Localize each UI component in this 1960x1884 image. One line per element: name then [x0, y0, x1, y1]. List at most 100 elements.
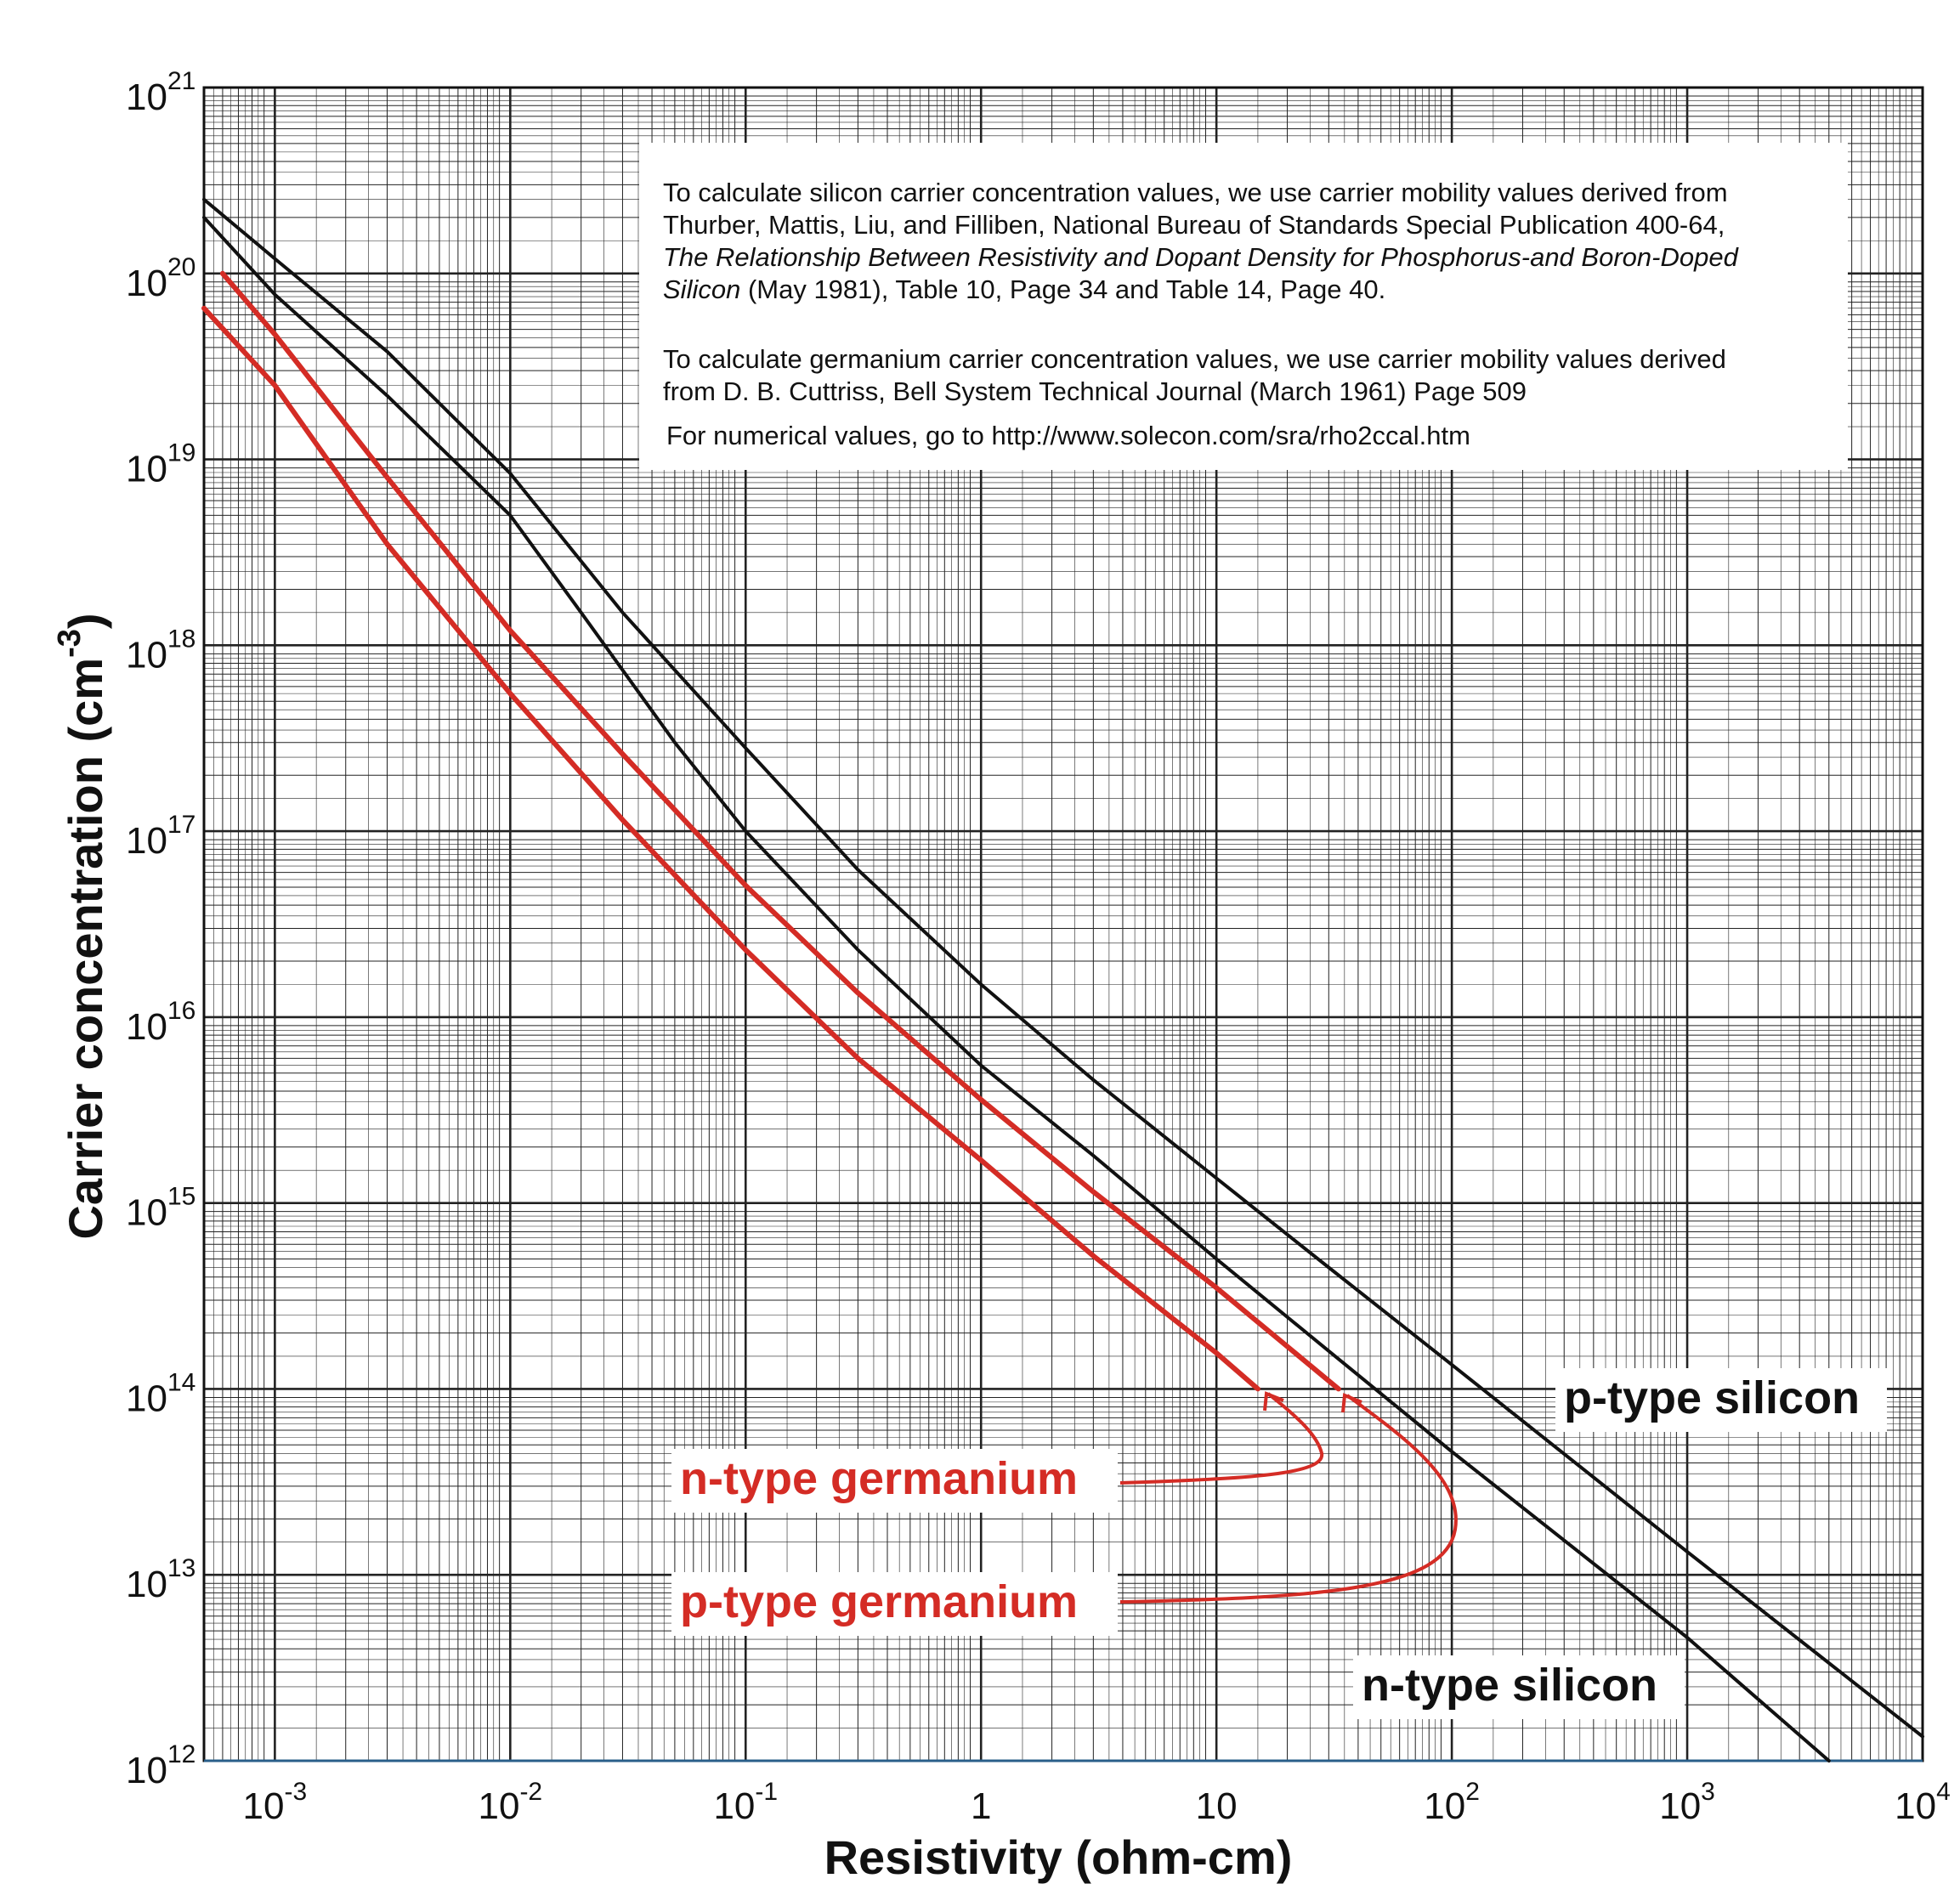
- y-tick-base: 10: [126, 263, 167, 304]
- label-n-type-silicon-text: n-type silicon: [1362, 1660, 1657, 1711]
- y-tick-base: 10: [126, 449, 167, 490]
- y-tick-exponent: 15: [167, 1183, 195, 1211]
- y-tick-base: 10: [126, 1378, 167, 1419]
- y-tick-base: 10: [126, 1564, 167, 1605]
- y-tick-base: 10: [126, 1006, 167, 1048]
- n-germanium-leader: [1119, 1392, 1324, 1485]
- x-tick-label: 10-2: [478, 1778, 542, 1827]
- note-line: The Relationship Between Resistivity and…: [663, 242, 1740, 272]
- label-n-type-silicon-bg: [1353, 1655, 1685, 1719]
- n-germanium-arrowhead: [1263, 1391, 1284, 1412]
- y-axis-title: Carrier concentration (cm-3): [52, 613, 112, 1239]
- y-tick-label: 1013: [126, 1554, 195, 1605]
- x-tick-exponent: 3: [1701, 1778, 1715, 1806]
- reference-note-background: [639, 143, 1848, 470]
- y-tick-exponent: 18: [167, 625, 195, 653]
- label-n-type-germanium-text: n-type germanium: [680, 1453, 1078, 1504]
- x-tick-exponent: 4: [1936, 1778, 1951, 1806]
- y-tick-exponent: 20: [167, 253, 195, 281]
- x-tick-label: 1: [971, 1785, 991, 1827]
- y-tick-base: 10: [126, 634, 167, 676]
- plot-frame: [202, 86, 1924, 1762]
- x-tick-label: 10-3: [243, 1778, 308, 1827]
- leader-arrows: [1119, 1391, 1458, 1604]
- x-tick-label: 102: [1424, 1778, 1480, 1827]
- note-line: For numerical values, go to http://www.s…: [666, 421, 1470, 450]
- x-tick-exponent: -2: [519, 1778, 542, 1806]
- y-tick-base: 10: [126, 1750, 167, 1791]
- y-tick-label: 1020: [126, 253, 195, 304]
- x-tick-labels: 10-3 10-2 10-1 1 10 102 103 104: [243, 1778, 1951, 1827]
- y-tick-label: 1021: [126, 67, 195, 118]
- note-line-part: The Relationship Between Resistivity and…: [663, 242, 1740, 272]
- note-line-part: For numerical values, go to http://www.s…: [666, 421, 1470, 450]
- note-line-part: To calculate germanium carrier concentra…: [663, 344, 1726, 374]
- x-tick-exponent: -3: [285, 1778, 308, 1806]
- note-line-part: Thurber, Mattis, Liu, and Filliben, Nati…: [663, 210, 1725, 240]
- label-n-type-germanium: n-type germanium: [671, 1449, 1118, 1513]
- label-n-type-silicon: n-type silicon: [1353, 1655, 1685, 1719]
- y-tick-base: 10: [126, 820, 167, 862]
- label-p-type-germanium-bg: [671, 1572, 1118, 1636]
- y-axis-title-main: Carrier concentration (cm: [59, 658, 112, 1240]
- y-tick-exponent: 13: [167, 1554, 195, 1582]
- label-p-type-silicon: p-type silicon: [1555, 1368, 1887, 1432]
- series-line-n-type-silicon: [202, 215, 1831, 1762]
- y-tick-exponent: 19: [167, 439, 195, 467]
- series-line-p-type-germanium: [219, 270, 1341, 1392]
- series-lines: [201, 197, 1924, 1762]
- y-tick-label: 1018: [126, 625, 195, 676]
- x-tick-base: 1: [971, 1785, 991, 1827]
- note-line: Thurber, Mattis, Liu, and Filliben, Nati…: [663, 210, 1725, 240]
- x-tick-base: 10: [1196, 1785, 1238, 1827]
- p-germanium-leader: [1119, 1394, 1458, 1604]
- note-line: from D. B. Cuttriss, Bell System Technic…: [663, 376, 1527, 406]
- x-tick-base: 10: [1424, 1785, 1465, 1827]
- x-tick-label: 104: [1895, 1778, 1951, 1827]
- label-n-type-germanium-bg: [671, 1449, 1118, 1513]
- x-tick-label: 10: [1196, 1785, 1238, 1827]
- note-line-part: Silicon: [663, 274, 740, 304]
- y-tick-label: 1016: [126, 997, 195, 1048]
- y-tick-base: 10: [126, 1192, 167, 1234]
- reference-note: To calculate silicon carrier concentrati…: [639, 143, 1848, 470]
- x-tick-base: 10: [243, 1785, 285, 1827]
- y-tick-exponent: 14: [167, 1368, 195, 1396]
- note-line-part: (May 1981), Table 10, Page 34 and Table …: [740, 274, 1385, 304]
- label-p-type-silicon-text: p-type silicon: [1564, 1372, 1860, 1423]
- note-line-part: from D. B. Cuttriss, Bell System Technic…: [663, 376, 1527, 406]
- x-tick-base: 10: [1659, 1785, 1701, 1827]
- y-tick-label: 1017: [126, 811, 195, 862]
- series-line-n-type-germanium: [201, 305, 1260, 1392]
- x-tick-base: 10: [1895, 1785, 1936, 1827]
- y-tick-label: 1014: [126, 1368, 195, 1419]
- x-tick-base: 10: [478, 1785, 519, 1827]
- y-tick-base: 10: [126, 76, 167, 118]
- y-tick-exponent: 17: [167, 811, 195, 839]
- note-line-part: To calculate silicon carrier concentrati…: [663, 178, 1728, 207]
- y-tick-exponent: 16: [167, 997, 195, 1025]
- y-tick-exponent: 12: [167, 1740, 195, 1768]
- x-tick-label: 103: [1659, 1778, 1715, 1827]
- series-line-p-type-silicon: [202, 197, 1924, 1739]
- label-p-type-silicon-bg: [1555, 1368, 1887, 1432]
- note-line: Silicon (May 1981), Table 10, Page 34 an…: [663, 274, 1385, 304]
- x-tick-exponent: -1: [755, 1778, 778, 1806]
- label-p-type-germanium: p-type germanium: [671, 1572, 1118, 1636]
- x-axis-title: Resistivity (ohm-cm): [824, 1830, 1293, 1884]
- note-line: To calculate silicon carrier concentrati…: [663, 178, 1728, 207]
- y-tick-label: 1019: [126, 439, 195, 490]
- y-axis-title-close: ): [59, 613, 112, 629]
- label-p-type-germanium-text: p-type germanium: [680, 1576, 1078, 1627]
- p-germanium-arrowhead: [1341, 1393, 1362, 1413]
- y-tick-label: 1012: [126, 1740, 195, 1791]
- y-tick-exponent: 21: [167, 67, 195, 95]
- x-tick-base: 10: [713, 1785, 755, 1827]
- x-tick-label: 10-1: [713, 1778, 778, 1827]
- y-axis-title-exponent: -3: [52, 629, 88, 658]
- x-tick-exponent: 2: [1465, 1778, 1480, 1806]
- note-line: To calculate germanium carrier concentra…: [663, 344, 1726, 374]
- y-tick-label: 1015: [126, 1183, 195, 1234]
